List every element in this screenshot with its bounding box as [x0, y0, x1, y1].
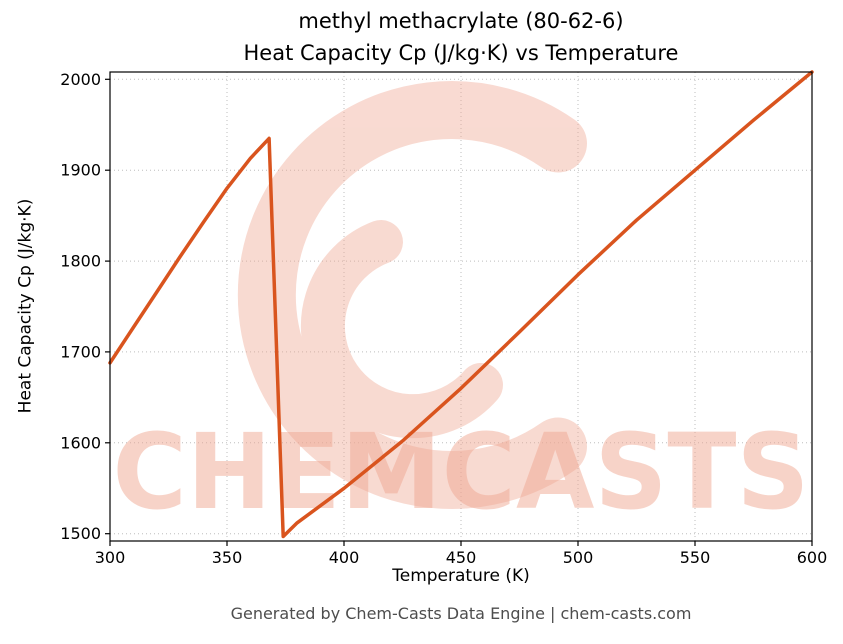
- y-axis-label: Heat Capacity Cp (J/kg·K): [15, 198, 36, 414]
- watermark-logo-icon: [237, 81, 587, 509]
- y-tick-label: 2000: [60, 70, 101, 89]
- x-tick-labels: 300 350 400 450 500 550 600: [95, 548, 828, 567]
- x-tick-label: 300: [95, 548, 126, 567]
- y-tick-label: 1700: [60, 342, 101, 361]
- cp-line: [108, 70, 814, 539]
- y-tick-label: 1900: [60, 161, 101, 180]
- footer-credit: Generated by Chem-Casts Data Engine | ch…: [230, 604, 692, 623]
- y-tick-label: 1800: [60, 252, 101, 271]
- chart-title: methyl methacrylate (80-62-6) Heat Capac…: [110, 6, 812, 69]
- x-tick-label: 500: [563, 548, 594, 567]
- y-tick-labels: 1500 1600 1700 1800 1900 2000: [60, 70, 101, 543]
- y-tick-label: 1600: [60, 433, 101, 452]
- y-tick-label: 1500: [60, 524, 101, 543]
- x-tick-label: 550: [680, 548, 711, 567]
- x-tick-label: 600: [797, 548, 828, 567]
- watermark-text: CHEMCASTS: [113, 411, 810, 533]
- chart-title-line2: Heat Capacity Cp (J/kg·K) vs Temperature: [243, 40, 679, 65]
- x-axis-ticks: [109, 541, 813, 546]
- y-axis-ticks: [105, 78, 110, 535]
- x-tick-label: 400: [329, 548, 360, 567]
- x-tick-label: 350: [212, 548, 243, 567]
- chart-title-line1: methyl methacrylate (80-62-6): [298, 9, 624, 33]
- x-axis-label: Temperature (K): [392, 566, 530, 586]
- x-tick-label: 450: [446, 548, 477, 567]
